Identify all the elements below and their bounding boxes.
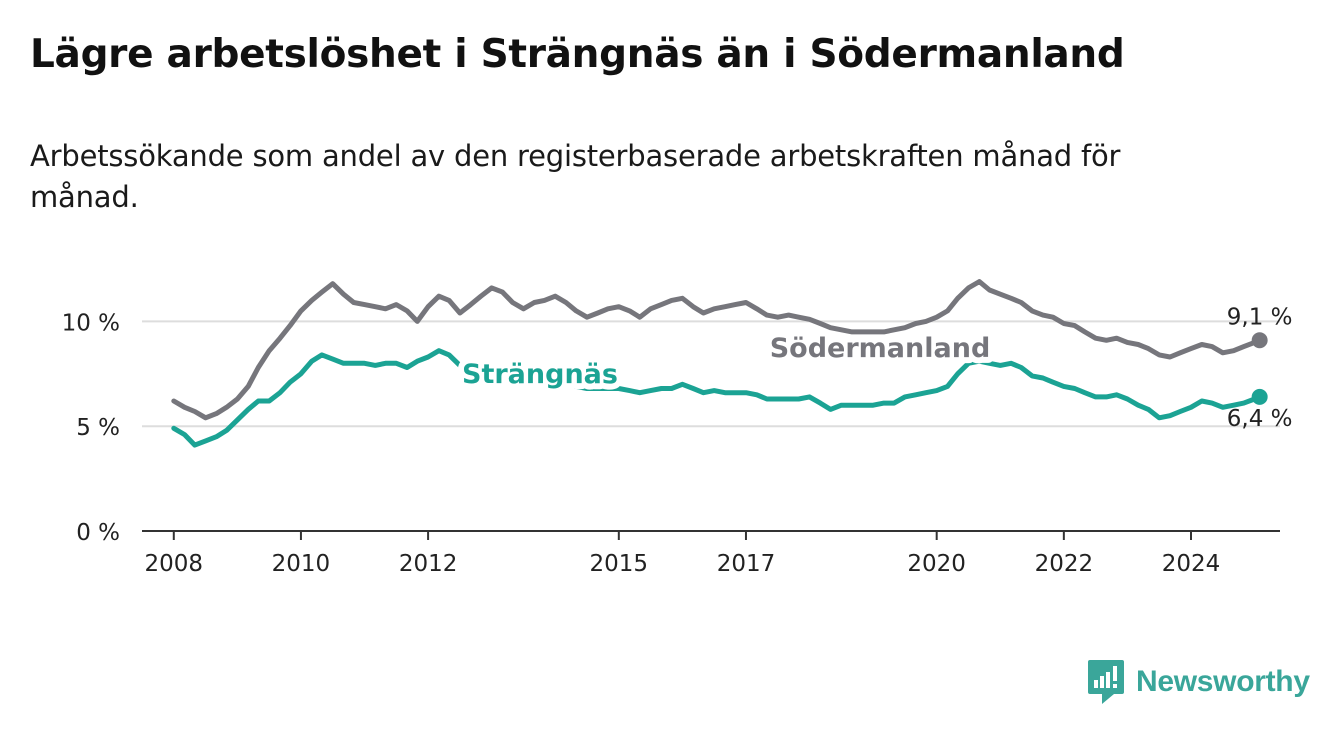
x-axis-ticks: 2008 2010 2012 2015 2017 2020 2022 2024 — [145, 531, 1221, 577]
y-axis-ticks: 0 % 5 % 10 % — [62, 310, 120, 546]
series-label-sodermanland-halo: Södermanland — [770, 333, 991, 364]
y-tick-label: 0 % — [76, 520, 120, 546]
x-tick-label: 2010 — [272, 551, 331, 577]
y-tick-label: 5 % — [76, 415, 120, 441]
x-tick-label: 2015 — [590, 551, 649, 577]
x-tick-label: 2017 — [717, 551, 776, 577]
series-label-sodermanland: Södermanland — [770, 333, 991, 364]
series-line-strangnas — [171, 348, 1263, 448]
series-label-strangnas: Strängnäs — [462, 359, 618, 390]
newsworthy-logo-icon — [1088, 660, 1124, 704]
end-value-label-strangnas: 6,4 % — [1227, 406, 1293, 432]
end-marker-sodermanland — [1251, 332, 1268, 349]
series-line-sodermanland — [171, 279, 1263, 421]
grid-layer — [142, 320, 1280, 428]
series-label-strangnas-halo: Strängnäs — [462, 359, 618, 390]
end-marker-strangnas — [1251, 388, 1268, 405]
x-tick-label: 2012 — [399, 551, 458, 577]
chart-subtitle: Arbetssökande som andel av den registerb… — [30, 139, 1121, 214]
chart-title: Lägre arbetslöshet i Strängnäs än i Söde… — [30, 32, 1125, 77]
x-tick-label: 2024 — [1162, 551, 1221, 577]
end-value-label-sodermanland: 9,1 % — [1227, 304, 1293, 330]
brand: Newsworthy — [1088, 660, 1310, 704]
y-tick-label: 10 % — [62, 310, 120, 336]
x-tick-label: 2022 — [1035, 551, 1094, 577]
brand-name: Newsworthy — [1136, 665, 1310, 698]
line-chart: 0 %5 %10 % 2008 2010 2012 2015 2017 2020 2022 2… — [62, 279, 1293, 577]
series-layer — [171, 279, 1268, 448]
x-tick-label: 2020 — [907, 551, 966, 577]
x-tick-label: 2008 — [145, 551, 204, 577]
label-layer: SödermanlandSödermanlandSträngnäsSträngn… — [456, 304, 1293, 432]
